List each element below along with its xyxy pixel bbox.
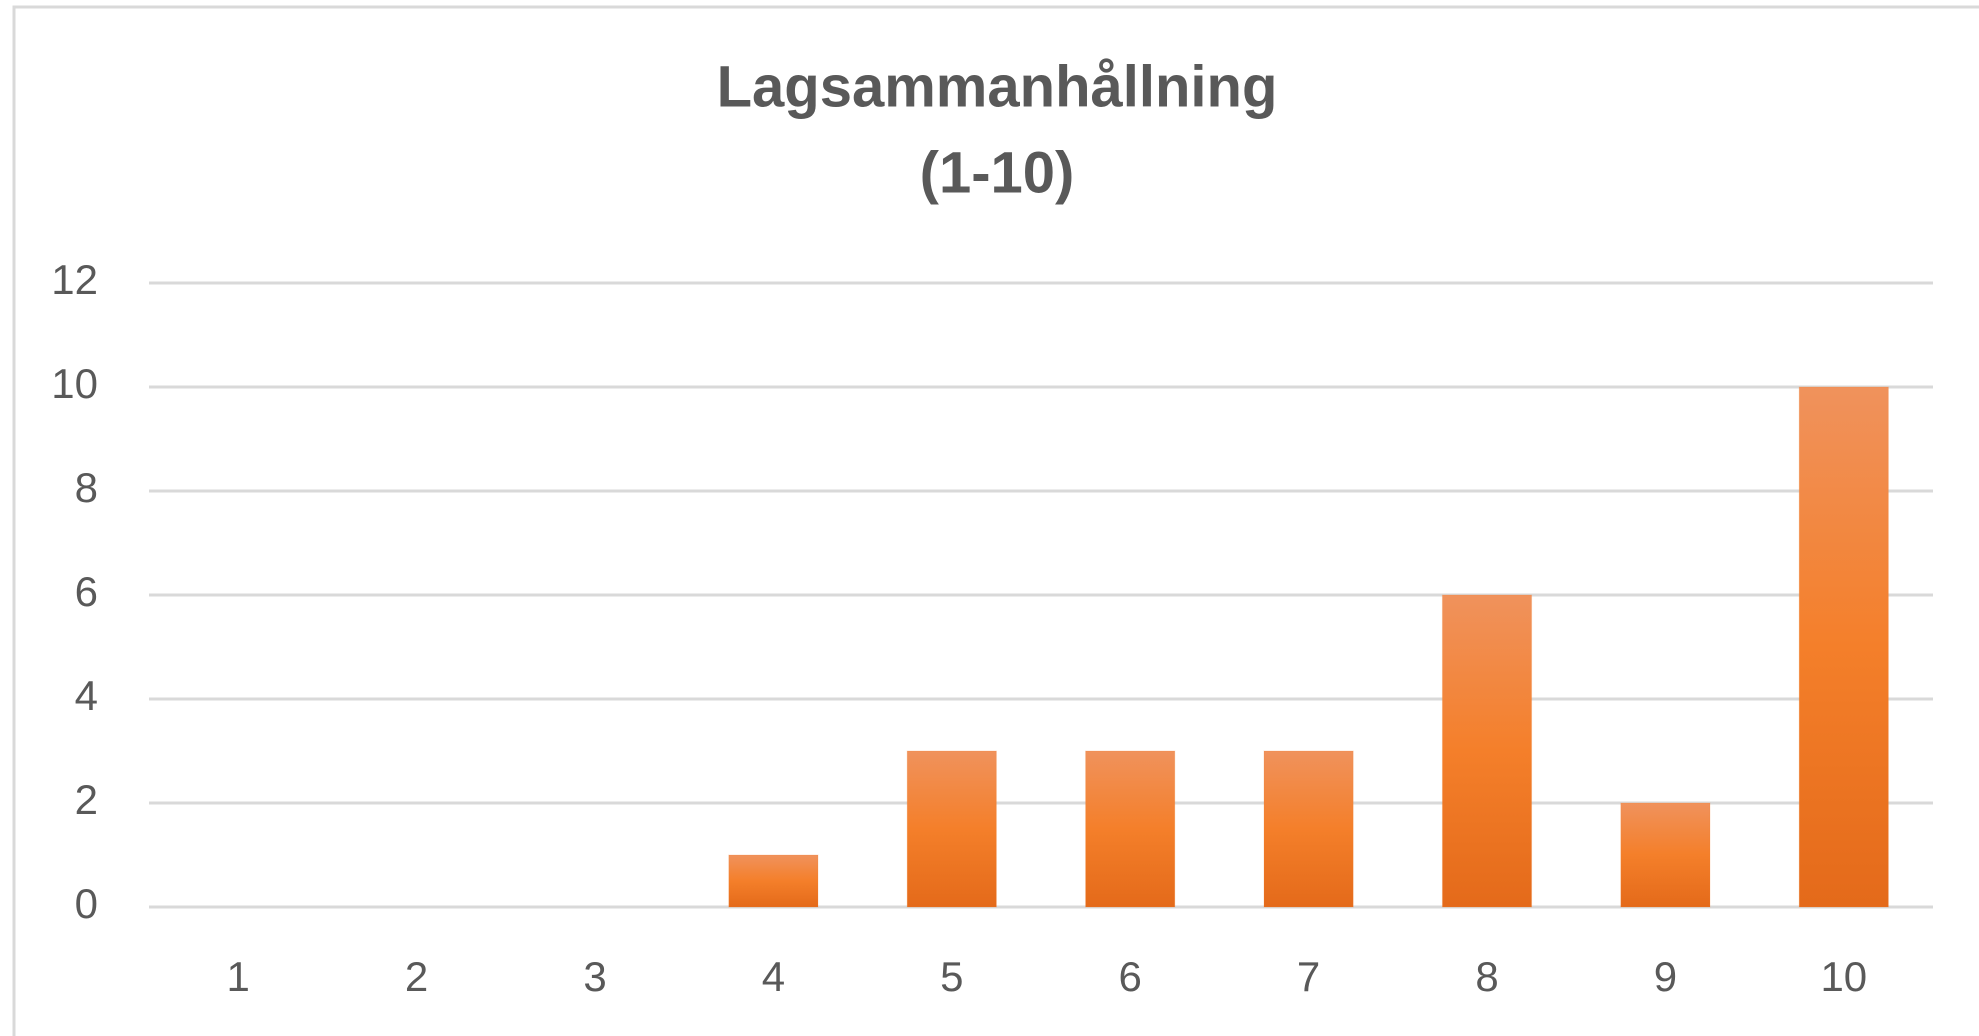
x-tick-label: 3	[583, 953, 606, 1000]
x-tick-label: 7	[1297, 953, 1320, 1000]
x-tick-label: 1	[227, 953, 250, 1000]
x-tick-label: 10	[1820, 953, 1867, 1000]
x-tick-label: 5	[940, 953, 963, 1000]
y-tick-label: 6	[75, 568, 98, 615]
bar	[728, 854, 819, 908]
bar	[1620, 802, 1711, 908]
y-tick-label: 10	[51, 360, 98, 407]
y-tick-label: 0	[75, 880, 98, 927]
bar	[906, 750, 997, 908]
x-tick-label: 6	[1119, 953, 1142, 1000]
bar	[1263, 750, 1354, 908]
chart-title: Lagsammanhållning	[717, 54, 1278, 119]
y-tick-label: 12	[51, 256, 98, 303]
chart-title: (1-10)	[920, 140, 1075, 205]
bar	[1085, 750, 1176, 908]
x-tick-label: 4	[762, 953, 785, 1000]
x-tick-label: 8	[1475, 953, 1498, 1000]
y-tick-label: 4	[75, 672, 98, 719]
bar	[1798, 386, 1889, 908]
y-tick-label: 2	[75, 776, 98, 823]
bar	[1441, 594, 1533, 908]
x-tick-label: 9	[1654, 953, 1677, 1000]
x-tick-label: 2	[405, 953, 428, 1000]
y-tick-label: 8	[75, 464, 98, 511]
